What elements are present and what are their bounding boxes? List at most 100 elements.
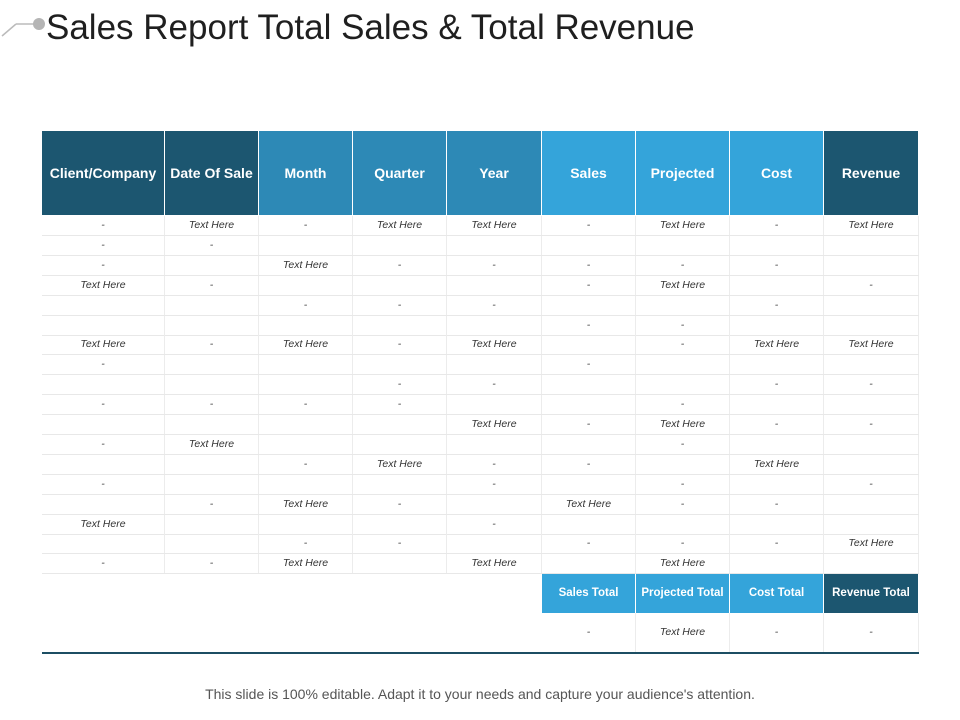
table-cell [730, 434, 824, 454]
table-cell [259, 474, 353, 494]
footer-note: This slide is 100% editable. Adapt it to… [205, 686, 755, 702]
table-cell: - [730, 415, 824, 434]
table-cell: - [824, 275, 919, 295]
table-cell: - [636, 494, 730, 514]
table-row: - - - - - Text Here [42, 534, 919, 555]
total-value: - [824, 613, 919, 652]
table-cell: - [165, 395, 259, 415]
table-cell [730, 554, 824, 574]
table-cell: - [730, 494, 824, 514]
table-cell: Text Here [165, 434, 259, 454]
table-cell: - [165, 554, 259, 574]
table-cell: - [542, 315, 636, 335]
table-cell: Text Here [259, 255, 353, 275]
table-cell: - [42, 554, 165, 574]
table-cell [353, 275, 447, 295]
table-cell [165, 454, 259, 474]
table-cell [259, 434, 353, 454]
table-cell: Text Here [542, 494, 636, 514]
table-cell [165, 375, 259, 395]
table-cell: Text Here [636, 275, 730, 295]
column-header: Year [447, 131, 542, 215]
table-cell [824, 315, 919, 335]
table-cell: - [636, 534, 730, 554]
cost-total-label: Cost Total [730, 574, 824, 613]
table-cell [824, 494, 919, 514]
table-cell [824, 295, 919, 315]
table-cell: - [165, 275, 259, 295]
projected-total-label: Projected Total [636, 574, 730, 613]
table-cell [353, 415, 447, 434]
table-cell [353, 355, 447, 375]
table-cell [165, 295, 259, 315]
table-row: ----- [42, 395, 919, 416]
total-value: - [730, 613, 824, 652]
table-cell [824, 454, 919, 474]
table-cell [636, 514, 730, 534]
table-cell [353, 235, 447, 255]
table-cell: - [42, 474, 165, 494]
table-cell [636, 235, 730, 255]
table-cell: Text Here [636, 415, 730, 434]
table-cell [353, 474, 447, 494]
table-cell [165, 514, 259, 534]
table-cell: Text Here [636, 216, 730, 235]
column-header: Revenue [824, 131, 919, 215]
table-cell [542, 554, 636, 574]
column-header: Cost [730, 131, 824, 215]
table-cell: - [730, 216, 824, 235]
column-header: Quarter [353, 131, 447, 215]
table-cell: - [42, 434, 165, 454]
table-row: - Text Here - Text Here - - [42, 494, 919, 515]
table-cell [824, 235, 919, 255]
table-cell [542, 375, 636, 395]
table-row: Text Here - Text Here - Text Here - Text Here T… [42, 335, 919, 356]
table-cell: Text Here [447, 415, 542, 434]
table-cell: Text Here [42, 335, 165, 355]
table-cell: Text Here [259, 494, 353, 514]
total-value: - [542, 613, 636, 652]
table-cell: - [542, 355, 636, 375]
table-cell: Text Here [447, 335, 542, 355]
table-cell: - [259, 395, 353, 415]
table-cell: - [447, 454, 542, 474]
table-cell: - [636, 315, 730, 335]
table-row: Text Here - - Text Here - [42, 275, 919, 296]
table-cell [353, 554, 447, 574]
table-cell: Text Here [447, 554, 542, 574]
table-cell [636, 454, 730, 474]
column-header: Projected [636, 131, 730, 215]
table-cell: - [447, 375, 542, 395]
table-cell: Text Here [42, 514, 165, 534]
table-cell: Text Here [259, 335, 353, 355]
table-cell: Text Here [447, 216, 542, 235]
table-cell [730, 275, 824, 295]
table-cell: - [353, 494, 447, 514]
table-cell: - [447, 295, 542, 315]
table-cell: - [259, 454, 353, 474]
table-cell [447, 355, 542, 375]
table-row: ---- [42, 295, 919, 316]
table-cell [447, 534, 542, 554]
table-cell: - [636, 255, 730, 275]
table-cell: Text Here [824, 216, 919, 235]
table-cell [259, 275, 353, 295]
table-cell [259, 514, 353, 534]
column-header: Date Of Sale [165, 131, 259, 215]
decorative-line-dot-icon [1, 18, 45, 37]
table-cell: - [730, 295, 824, 315]
table-row: -- [42, 315, 919, 336]
table-row: - Text Here - Text Here Text Here - Text Here -… [42, 216, 919, 236]
table-row: - Text Here - - Text Here [42, 454, 919, 475]
table-cell [730, 474, 824, 494]
table-cell: - [353, 395, 447, 415]
table-cell: - [542, 216, 636, 235]
table-cell [447, 494, 542, 514]
table-row: - Text Here - [42, 434, 919, 455]
table-cell: - [542, 275, 636, 295]
table-cell: - [165, 494, 259, 514]
table-cell [824, 255, 919, 275]
table-cell [636, 295, 730, 315]
table-cell [165, 355, 259, 375]
table-cell: Text Here [730, 335, 824, 355]
